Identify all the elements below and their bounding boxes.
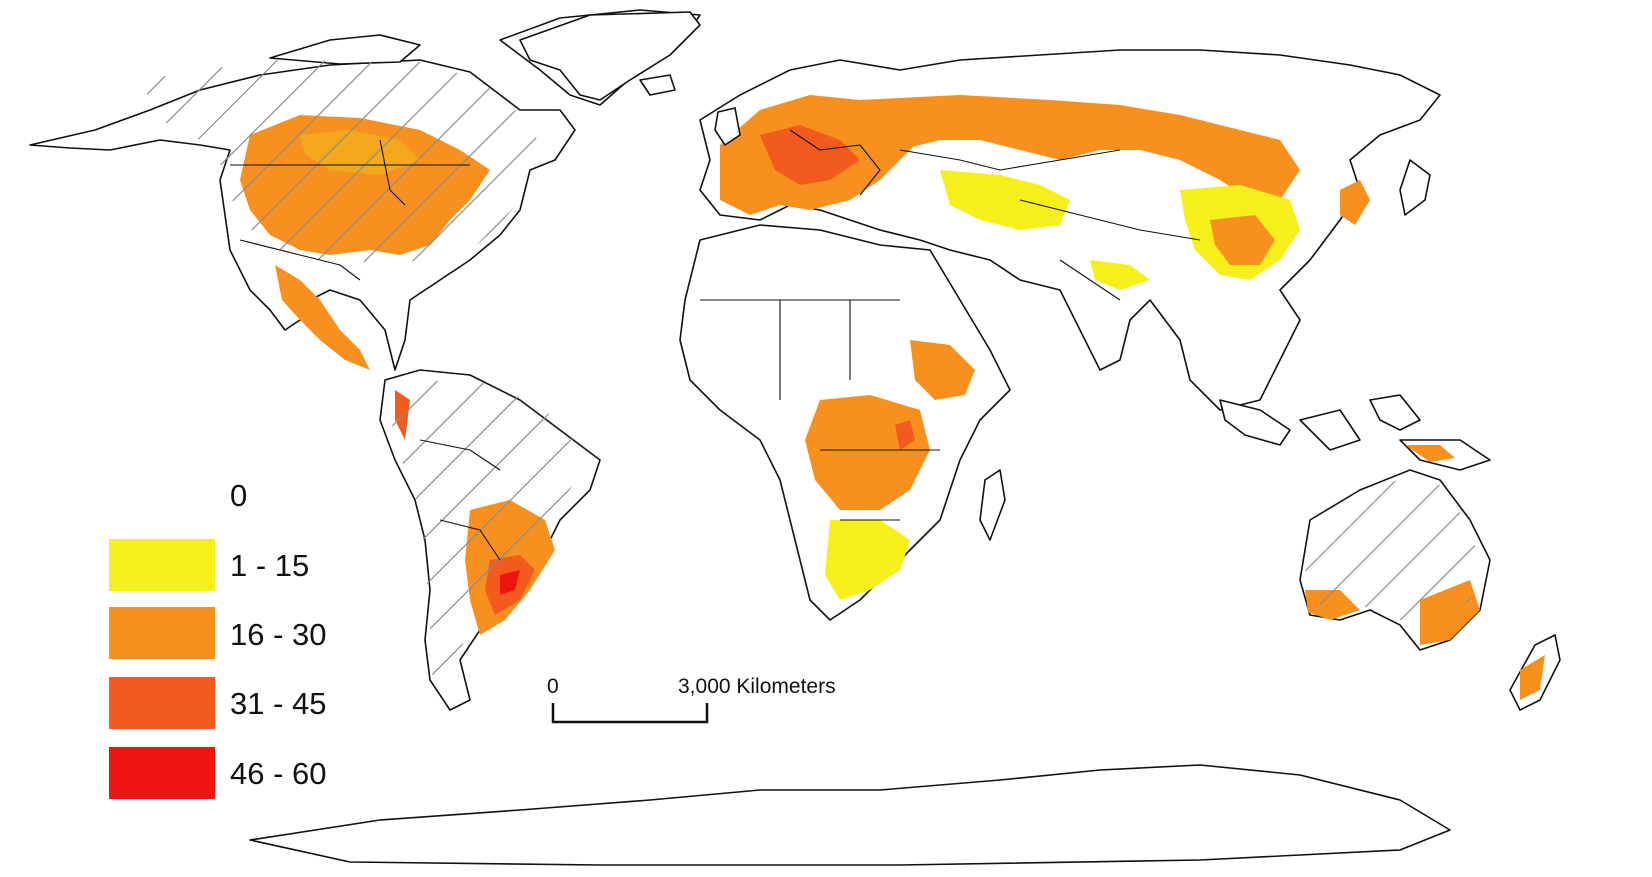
legend-label-0: 0	[230, 478, 248, 513]
scale-bar-start-label: 0	[547, 675, 559, 698]
australia	[1299, 469, 1561, 711]
legend-label-16-30: 16 - 30	[230, 617, 327, 652]
legend-swatch-46-60	[109, 747, 215, 799]
africa	[679, 224, 1011, 621]
southeast-asia-islands	[1219, 394, 1491, 471]
legend-swatch-31-45	[109, 677, 215, 729]
legend-label-46-60: 46 - 60	[230, 756, 327, 791]
antarctica	[249, 764, 1451, 866]
legend-swatch-1-15	[109, 539, 215, 591]
scale-bar-end-label: 3,000 Kilometers	[678, 675, 836, 698]
iceland	[639, 74, 676, 96]
eurasia	[699, 49, 1441, 411]
scale-bar-line	[551, 703, 709, 724]
greenland	[519, 11, 701, 101]
great-britain	[714, 107, 741, 146]
legend-label-31-45: 31 - 45	[230, 686, 327, 721]
madagascar	[979, 469, 1006, 541]
legend-label-1-15: 1 - 15	[230, 548, 310, 583]
legend-swatch-16-30	[109, 607, 215, 659]
south-america	[379, 369, 601, 711]
